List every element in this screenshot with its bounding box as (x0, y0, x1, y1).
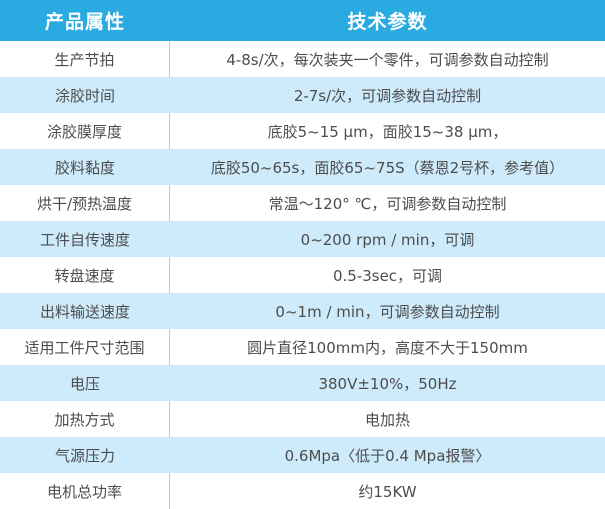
value-cell: 0~1m / min，可调参数自动控制 (275, 302, 500, 321)
value-cell: 0.6Mpa〈低于0.4 Mpa报警〉 (284, 446, 491, 465)
table-row: 出料输送速度 0~1m / min，可调参数自动控制 (0, 293, 605, 329)
header-value-column: 技术参数 (347, 11, 428, 33)
header-attribute-column: 产品属性 (44, 11, 125, 33)
table-header-row: 产品属性 技术参数 (0, 0, 605, 41)
table-body: 生产节拍 4-8s/次，每次装夹一个零件，可调参数自动控制 涂胶时间 2-7s/… (0, 41, 605, 509)
attribute-cell: 烘干/预热温度 (0, 185, 170, 221)
value-cell: 2-7s/次，可调参数自动控制 (293, 86, 482, 105)
table-row: 转盘速度 0.5-3sec，可调 (0, 257, 605, 293)
attribute-cell: 转盘速度 (0, 257, 170, 293)
table-row: 烘干/预热温度 常温～120° ℃，可调参数自动控制 (0, 185, 605, 221)
table-row: 工件自传速度 0~200 rpm / min，可调 (0, 221, 605, 257)
table-row: 电机总功率 约15KW (0, 473, 605, 509)
value-cell: 常温～120° ℃，可调参数自动控制 (268, 194, 507, 213)
attribute-cell: 加热方式 (0, 401, 170, 437)
attribute-cell: 适用工件尺寸范围 (0, 329, 170, 365)
value-cell: 圆片直径100mm内，高度不大于150mm (247, 338, 528, 357)
attribute-cell: 出料输送速度 (39, 302, 130, 321)
attribute-cell: 涂胶时间 (54, 86, 115, 105)
attribute-cell: 工件自传速度 (39, 230, 130, 249)
table-row: 气源压力 0.6Mpa〈低于0.4 Mpa报警〉 (0, 437, 605, 473)
table-row: 生产节拍 4-8s/次，每次装夹一个零件，可调参数自动控制 (0, 41, 605, 77)
value-cell: 0~200 rpm / min，可调 (300, 230, 475, 249)
attribute-cell: 电压 (69, 374, 100, 393)
table-row: 涂胶时间 2-7s/次，可调参数自动控制 (0, 77, 605, 113)
value-cell: 底胶5~15 μm，面胶15~38 μm， (267, 122, 508, 141)
attribute-cell: 涂胶膜厚度 (0, 113, 170, 149)
table-row: 适用工件尺寸范围 圆片直径100mm内，高度不大于150mm (0, 329, 605, 365)
table-row: 涂胶膜厚度 底胶5~15 μm，面胶15~38 μm， (0, 113, 605, 149)
value-cell: 电加热 (364, 410, 410, 429)
value-cell: 380V±10%，50Hz (318, 374, 457, 393)
attribute-cell: 气源压力 (54, 446, 115, 465)
value-cell: 底胶50~65s，面胶65~75S（蔡恩2号杯，参考值） (210, 158, 565, 177)
value-cell: 约15KW (358, 482, 417, 501)
value-cell: 0.5-3sec，可调 (332, 266, 443, 285)
attribute-cell: 电机总功率 (0, 473, 170, 509)
table-row: 胶料黏度 底胶50~65s，面胶65~75S（蔡恩2号杯，参考值） (0, 149, 605, 185)
table-row: 电压 380V±10%，50Hz (0, 365, 605, 401)
value-cell: 4-8s/次，每次装夹一个零件，可调参数自动控制 (226, 50, 549, 69)
table-row: 加热方式 电加热 (0, 401, 605, 437)
attribute-cell: 胶料黏度 (54, 158, 115, 177)
attribute-cell: 生产节拍 (0, 41, 170, 77)
